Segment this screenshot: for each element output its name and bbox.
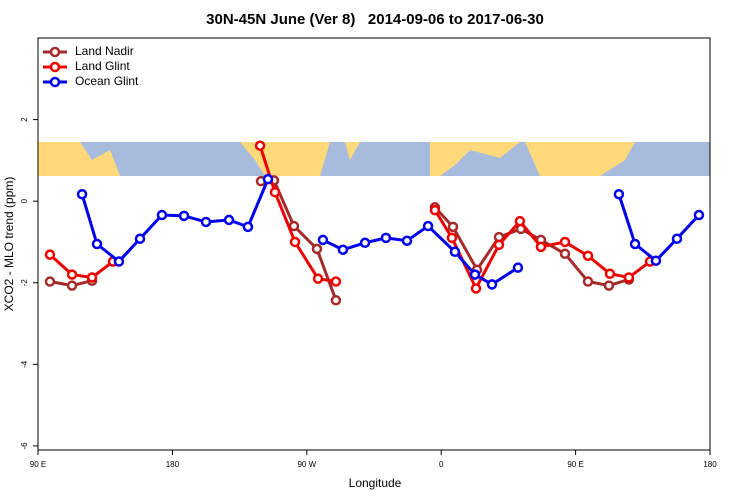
x-tick-label: 90 W [297,460,316,469]
data-point [380,232,392,244]
data-point [493,239,505,251]
data-point [422,220,434,232]
data-point [76,188,88,200]
data-point [446,232,458,244]
legend-marker [49,46,61,58]
legend-marker [49,61,61,73]
data-point [66,269,78,280]
y-axis-label: XCO2 - MLO trend (ppm) [2,177,16,312]
x-tick-label: 90 E [30,460,46,469]
data-point [582,250,594,262]
x-tick-label: 180 [703,460,717,469]
data-point [650,255,662,266]
data-point [486,279,498,290]
y-tick-label: -6 [20,442,29,450]
data-point [559,248,571,260]
data-point [262,173,274,185]
data-point [359,237,371,249]
data-point [512,262,524,273]
data-point [86,272,98,283]
data-point [134,233,146,244]
data-point [317,234,329,246]
data-point [44,276,56,287]
data-point [269,186,281,198]
legend-label: Land Glint [75,59,130,73]
legend-label: Ocean Glint [75,74,139,88]
data-point [535,241,547,253]
data-point [629,238,641,250]
plot-frame [37,37,711,451]
data-point [604,268,616,280]
map-band [38,142,710,176]
legend-marker [49,76,61,88]
data-point [312,273,324,284]
series-line [48,253,114,280]
data-point [242,221,254,233]
data-point [223,214,235,226]
data-point [429,204,441,216]
data-point [156,209,168,221]
data-point [91,238,103,250]
x-axis-label: Longitude [349,476,402,490]
data-point [289,236,301,248]
data-point [311,243,323,255]
data-point [613,188,625,200]
data-point [449,246,461,258]
data-point [514,215,526,227]
series-line [433,206,630,288]
legend-label: Land Nadir [75,44,134,58]
y-tick-label: -2 [20,279,29,287]
y-tick-label: 0 [20,198,29,203]
series-line [617,193,701,263]
chart-title: 30N-45N June (Ver 8) 2014-09-06 to 2017-… [206,11,544,28]
data-point [200,216,212,228]
x-tick-label: 180 [166,460,180,469]
data-point [337,244,349,255]
data-point [44,249,56,260]
data-point [113,256,125,267]
data-point [330,276,342,287]
data-point [470,283,482,294]
data-point [693,209,705,221]
series-line [80,178,270,264]
data-point [66,280,78,291]
data-point [469,269,481,280]
data-point [401,235,413,246]
data-point [582,276,594,287]
y-tick-label: -4 [20,360,29,368]
x-tick-label: 90 E [567,460,583,469]
data-point [671,233,683,244]
series-line [322,224,519,287]
data-point [254,140,266,151]
y-tick-label: 2 [20,117,29,122]
data-point [178,210,190,222]
data-point [447,221,459,233]
data-point [559,236,571,248]
data-point [330,295,342,306]
data-point [623,272,635,283]
data-point [603,280,615,291]
x-tick-label: 0 [439,460,444,469]
